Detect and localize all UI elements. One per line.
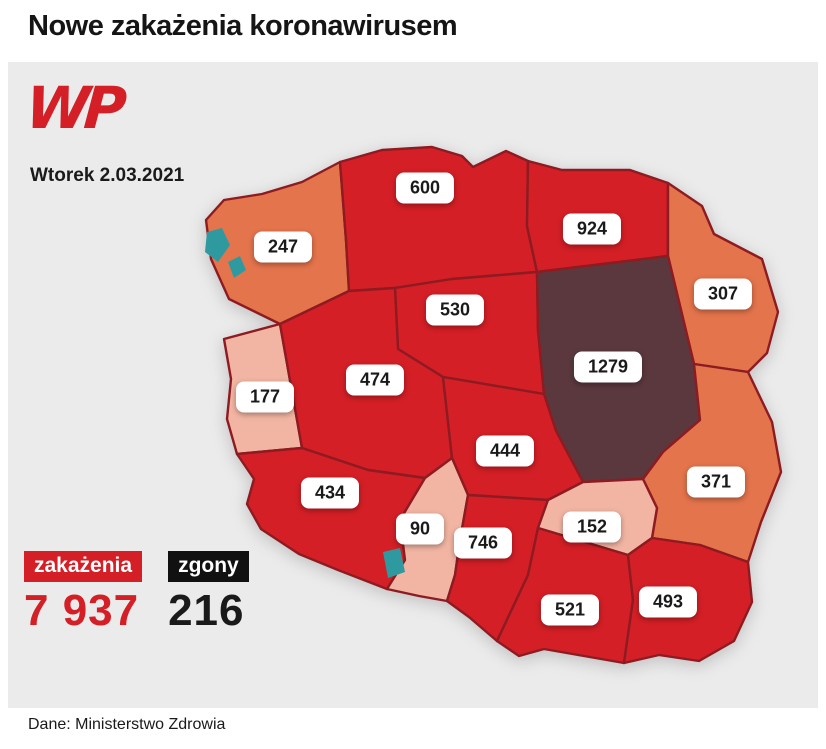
page-title: Nowe zakażenia koronawirusem (28, 10, 458, 42)
stats-block: zakażenia 7 937 zgony 216 (24, 551, 249, 636)
region-warminsko-mazurskie (525, 159, 670, 274)
deaths-value: 216 (168, 586, 245, 635)
region-pomorskie (338, 145, 539, 293)
infections-badge: zakażenia (24, 551, 143, 582)
water-lagoon-icon (205, 228, 230, 262)
infections-value: 7 937 (24, 586, 140, 635)
deaths-badge: zgony (168, 551, 249, 582)
region-podkarpackie (622, 536, 754, 665)
infections-stat: zakażenia 7 937 (24, 551, 143, 636)
date-label: Wtorek 2.03.2021 (30, 165, 185, 186)
source-label: Dane: Ministerstwo Zdrowia (28, 716, 226, 733)
water-reservoir-icon (383, 548, 405, 578)
deaths-stat: zgony 216 (168, 551, 249, 636)
water-lake-small-icon (228, 256, 246, 278)
